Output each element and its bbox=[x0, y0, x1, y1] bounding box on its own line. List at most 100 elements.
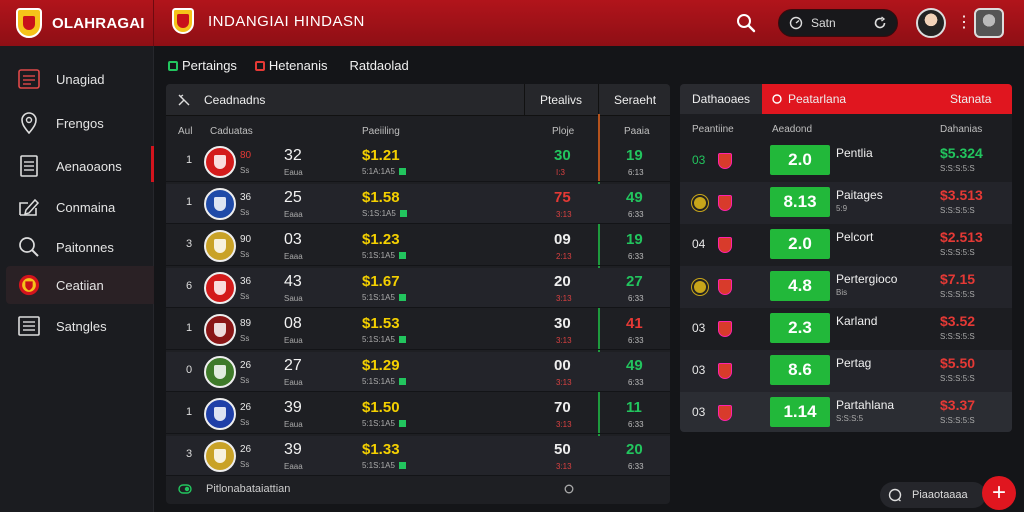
refresh-icon[interactable] bbox=[873, 16, 887, 30]
table-row[interactable]: 3 26 Ss 39 Eaaa $1.33 5:1S:1A5 50 3:13 20 6:33 bbox=[166, 436, 670, 476]
sidebar-item-label: Ceatiian bbox=[56, 277, 104, 293]
team-crest-icon bbox=[18, 274, 40, 296]
row-value-sub: S:S:S:5:S bbox=[940, 374, 975, 383]
table-row[interactable]: 0 26 Ss 27 Eaua $1.29 5:1S:1A5 00 3:13 49 6:33 bbox=[166, 352, 670, 392]
row-name-sub: S:S:S:5 bbox=[836, 414, 864, 423]
filter-red-icon bbox=[254, 60, 265, 71]
table-row[interactable]: 1 26 Ss 39 Eaua $1.50 5:1S:1A5 70 3:13 11 6:33 bbox=[166, 394, 670, 434]
sidebar-item-0[interactable]: Unagiad bbox=[6, 60, 154, 98]
search-icon[interactable] bbox=[736, 13, 756, 33]
score-badge[interactable]: 2.3 bbox=[770, 313, 830, 343]
score-badge[interactable]: 8.13 bbox=[770, 187, 830, 217]
col-header-v1: Ploje bbox=[552, 126, 575, 137]
avatar[interactable] bbox=[916, 8, 946, 38]
col-header-v2: Paaia bbox=[624, 126, 650, 137]
row-value-b: 41 bbox=[626, 315, 643, 332]
page-title: INDANGIAI HINDASN bbox=[208, 12, 365, 30]
tab-seraeht[interactable]: Seraeht bbox=[614, 84, 656, 116]
row-value: $7.15 bbox=[940, 271, 976, 287]
sidebar-item-5[interactable]: Ceatiian bbox=[6, 266, 154, 304]
row-stat-sub: Ss bbox=[240, 460, 250, 469]
sidebar-item-label: Conmaina bbox=[56, 199, 116, 215]
row-stat: 89 bbox=[240, 318, 252, 329]
shield-icon bbox=[718, 195, 732, 211]
filter-pertaings[interactable]: Pertaings bbox=[168, 58, 237, 73]
app-logo-icon bbox=[172, 8, 194, 34]
brand-logo-icon bbox=[16, 8, 42, 38]
col-header-a: Peantiine bbox=[692, 124, 734, 135]
row-stat: 36 bbox=[240, 192, 252, 203]
gauge-icon bbox=[789, 16, 803, 30]
document-icon bbox=[18, 155, 40, 177]
match-row[interactable]: 03 1.14 Partahlana S:S:S:5 $3.37 S:S:S:5:S bbox=[680, 392, 1012, 432]
filter-ratdaolad[interactable]: Ratdaolad bbox=[349, 58, 408, 73]
score-badge[interactable]: 8.6 bbox=[770, 355, 830, 385]
row-value: $3.513 bbox=[940, 187, 983, 203]
shield-icon bbox=[718, 153, 732, 169]
filter-hetenanis[interactable]: Hetenanis bbox=[254, 58, 327, 73]
col-header-num: Aul bbox=[178, 126, 193, 137]
score-badge[interactable]: 1.14 bbox=[770, 397, 830, 427]
secondary-avatar[interactable] bbox=[974, 8, 1004, 38]
add-button[interactable]: + bbox=[982, 476, 1016, 510]
tab-ptealivs[interactable]: Ptealivs bbox=[540, 84, 582, 116]
row-points-sub: Eaua bbox=[284, 336, 303, 345]
sidebar-item-1[interactable]: Frengos bbox=[6, 104, 154, 142]
column-divider-orange bbox=[598, 114, 600, 182]
row-points: 39 bbox=[284, 441, 302, 458]
sidebar-item-4[interactable]: Paitonnes bbox=[6, 228, 154, 266]
toggle-icon[interactable] bbox=[178, 482, 192, 496]
chat-icon bbox=[888, 488, 902, 502]
app-title: INDANGIAI HINDASN bbox=[172, 8, 365, 34]
row-value-b-sub: 6:33 bbox=[628, 462, 644, 471]
score-badge[interactable]: 2.0 bbox=[770, 229, 830, 259]
row-name-sub: Bis bbox=[836, 288, 848, 297]
tab-dathaoaes[interactable]: Dathaoaes bbox=[692, 84, 750, 114]
sidebar-item-3[interactable]: Conmaina bbox=[6, 188, 154, 226]
team-crest-icon bbox=[204, 272, 236, 304]
match-row[interactable]: 8.13 Paitages 5:9 $3.513 S:S:S:5:S bbox=[680, 182, 1012, 224]
search-input[interactable]: Satn bbox=[778, 9, 898, 37]
row-value-a: 75 bbox=[554, 189, 571, 206]
row-price-sub-text: 5:1S:1A5 bbox=[362, 293, 395, 302]
chat-input[interactable]: Piaaotaaaa bbox=[880, 482, 986, 508]
row-stat-sub: Ss bbox=[240, 376, 250, 385]
brand[interactable]: OLAHRAGAI bbox=[0, 0, 154, 46]
table-row[interactable]: 1 89 Ss 08 Eaua $1.53 5:1S:1A5 30 3:13 41 6:33 bbox=[166, 310, 670, 350]
tab-stanata[interactable]: Stanata bbox=[950, 84, 991, 114]
row-value-b-sub: 6:33 bbox=[628, 294, 644, 303]
sidebar-item-2[interactable]: Aenaoaons bbox=[6, 147, 154, 185]
col-header-team: Caduatas bbox=[210, 126, 253, 137]
filter-bar: Pertaings Hetenanis Ratdaolad bbox=[168, 58, 409, 73]
match-row[interactable]: 03 2.3 Karland $3.52 S:S:S:5:S bbox=[680, 308, 1012, 350]
row-points-sub: Eaaa bbox=[284, 252, 303, 261]
match-row[interactable]: 04 2.0 Pelcort $2.513 S:S:S:5:S bbox=[680, 224, 1012, 266]
trend-icon bbox=[399, 210, 407, 217]
table-row[interactable]: 1 36 Ss 25 Eaaa $1.58 S:1S:1A5 75 3:13 49 6:33 bbox=[166, 184, 670, 224]
tab-peatarlana[interactable]: Peatarlana bbox=[772, 84, 846, 114]
table-row[interactable]: 6 36 Ss 43 Saua $1.67 5:1S:1A5 20 3:13 27 6:33 bbox=[166, 268, 670, 308]
row-value-a: 30 bbox=[554, 147, 571, 164]
standings-title[interactable]: Ceadnadns bbox=[178, 84, 265, 116]
match-row[interactable]: 03 8.6 Pertag $5.50 S:S:S:5:S bbox=[680, 350, 1012, 392]
shield-icon bbox=[718, 237, 732, 253]
row-value-b: 19 bbox=[626, 147, 643, 164]
loading-dot-icon bbox=[564, 484, 574, 494]
row-price-sub-text: S:1S:1A5 bbox=[362, 209, 396, 218]
row-value: $3.52 bbox=[940, 313, 976, 329]
score-badge[interactable]: 4.8 bbox=[770, 271, 830, 301]
trend-icon bbox=[398, 294, 406, 301]
tab-label: Peatarlana bbox=[788, 92, 847, 106]
match-row[interactable]: 4.8 Pertergioco Bis $7.15 S:S:S:5:S bbox=[680, 266, 1012, 308]
location-icon bbox=[18, 112, 40, 134]
table-row[interactable]: 1 80 Ss 32 Eaua $1.21 5:1A:1A5 30 I:3 19 6:13 bbox=[166, 142, 670, 182]
row-price: $1.23 bbox=[362, 231, 400, 248]
score-badge[interactable]: 2.0 bbox=[770, 145, 830, 175]
row-value-sub: S:S:S:5:S bbox=[940, 332, 975, 341]
row-price: $1.67 bbox=[362, 273, 400, 290]
more-menu-icon[interactable]: ⋮ bbox=[956, 14, 972, 31]
match-row[interactable]: 03 2.0 Pentlia $5.324 S:S:S:5:S bbox=[680, 140, 1012, 182]
row-value-b: 11 bbox=[626, 399, 642, 416]
table-row[interactable]: 3 90 Ss 03 Eaaa $1.23 5:1S:1A5 09 2:13 19 6:33 bbox=[166, 226, 670, 266]
sidebar-item-6[interactable]: Satngles bbox=[6, 307, 154, 345]
